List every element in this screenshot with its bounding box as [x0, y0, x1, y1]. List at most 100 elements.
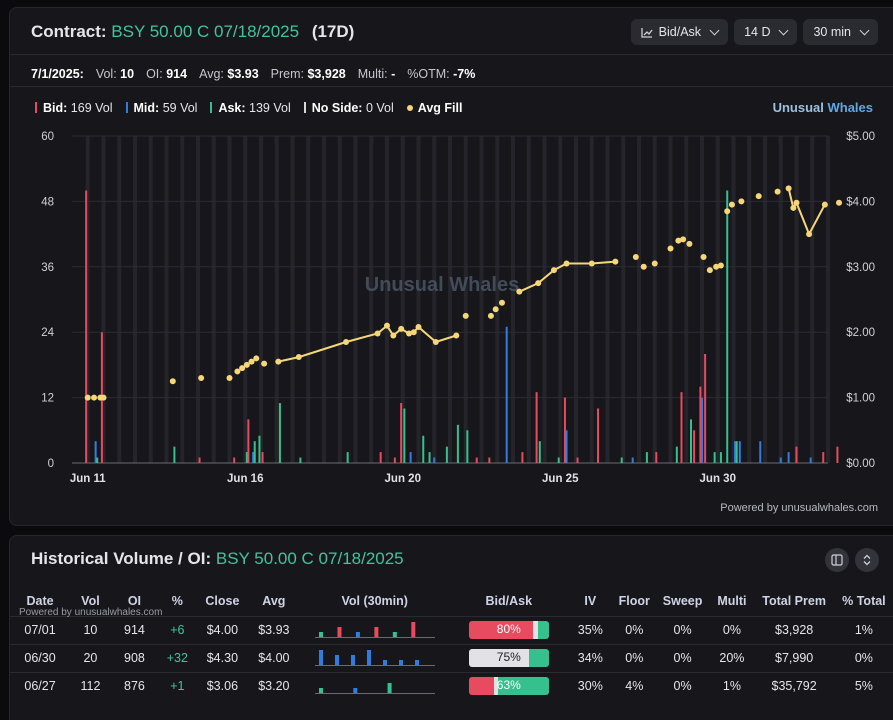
column-header[interactable]: Close [205, 593, 240, 608]
time-gap-band [416, 136, 421, 463]
legend-no-side[interactable]: No Side: 0 Vol [303, 101, 394, 115]
time-gap-band [542, 136, 547, 463]
table-row[interactable]: 06/30 20 908 +32 $4.30 $4.00 75% 34% 0% 0% 20% $7,9… [10, 643, 893, 672]
ask-volume-bar [258, 435, 261, 463]
vol-value: 10 [120, 67, 135, 81]
sparkline-bar [387, 682, 392, 693]
powered-by: Powered by unusualwhales.com [720, 502, 878, 514]
avg-cell: $4.00 [248, 643, 300, 672]
column-header[interactable]: Total Prem [762, 593, 826, 608]
vol-cell: 10 [70, 615, 111, 644]
legend-ask[interactable]: Ask: 139 Vol [210, 101, 291, 115]
column-header[interactable]: Sweep [662, 593, 703, 608]
interval-label: 30 min [813, 25, 851, 39]
avg-fill-point [706, 267, 713, 274]
expand-collapse-icon[interactable] [855, 548, 879, 572]
column-header[interactable]: % Total [842, 593, 886, 608]
avg-fill-point [713, 263, 720, 270]
vol-label: Vol: [95, 67, 117, 81]
total-prem-cell: $7,990 [754, 643, 834, 672]
table-row[interactable]: 07/01 10 914 +6 $4.00 $3.93 80% 35% 0% 0% 0% $3,928… [10, 615, 893, 644]
bid-volume-bar [488, 457, 491, 463]
ask-volume-bar [557, 457, 560, 463]
column-header[interactable]: Bid/Ask [485, 593, 533, 608]
avg-fill-point [198, 374, 205, 381]
bid-ask-bar-cell: 80% [449, 615, 568, 644]
column-header[interactable]: Floor [618, 593, 650, 608]
bid-volume-bar [655, 452, 658, 463]
column-header[interactable]: % [171, 593, 183, 608]
sparkline-bar [411, 621, 416, 637]
time-gap-band [85, 136, 90, 463]
time-gap-band [227, 136, 232, 463]
bid-volume-bar [693, 430, 696, 463]
avg-fill-point [717, 262, 724, 269]
bid-ask-bar: 63% [468, 677, 549, 696]
bid-volume-bar [822, 452, 825, 463]
time-gap-band [810, 136, 815, 463]
legend-mid[interactable]: Mid: 59 Vol [125, 101, 197, 115]
legend-avg-fill[interactable]: Avg Fill [406, 101, 462, 115]
mid-volume-bar [565, 430, 568, 463]
avg-fill-point [384, 322, 390, 329]
bid-volume-bar [85, 190, 88, 463]
interval-dropdown[interactable]: 30 min [803, 19, 878, 45]
chart-type-dropdown[interactable]: Bid/Ask [630, 19, 729, 45]
oi-value: 914 [166, 67, 188, 81]
avg-fill-point [728, 201, 735, 208]
avg-fill-point [100, 394, 107, 401]
sparkline-bar [355, 631, 360, 637]
vol-cell: 112 [70, 671, 111, 700]
time-gap-band [337, 136, 342, 463]
time-gap-band [479, 136, 484, 463]
columns-icon[interactable] [825, 548, 849, 572]
bid-ask-bar-cell: 75% [449, 643, 568, 672]
time-gap-band [826, 136, 830, 463]
total-prem-cell: $3,928 [754, 615, 834, 644]
mid-volume-bar [734, 441, 737, 463]
bid-volume-bar [475, 457, 478, 463]
time-gap-band [684, 136, 689, 463]
time-gap-band [511, 136, 515, 463]
bid-volume-bar [836, 446, 839, 463]
multi-value: - [391, 67, 396, 81]
column-header[interactable]: Vol (30min) [341, 593, 408, 608]
sparkline-chart [314, 621, 435, 638]
avg-fill-point [453, 332, 460, 339]
time-gap-band [148, 136, 153, 463]
time-gap-band [259, 136, 263, 463]
bid-volume-bar [521, 452, 524, 463]
multi-cell: 0% [709, 615, 755, 644]
time-gap-band [322, 136, 326, 463]
avg-fill-point [234, 368, 241, 375]
ask-volume-bar [735, 441, 738, 463]
bid-ask-label: 80% [496, 622, 521, 636]
bid-volume-bar [576, 457, 579, 463]
ask-volume-bar [96, 457, 99, 463]
bid-volume-bar [261, 452, 264, 463]
avg-fill-point [343, 339, 350, 346]
table-row[interactable]: 06/27 112 876 +1 $3.06 $3.20 63% 30% 4% 0% 1% $35,7… [10, 671, 893, 700]
floor-cell: 4% [612, 671, 656, 700]
avg-fill-point [516, 288, 523, 295]
column-header[interactable]: OI [127, 593, 142, 608]
column-header[interactable]: Multi [717, 593, 747, 608]
avg-fill-point [462, 312, 469, 319]
legend-bid[interactable]: Bid: 169 Vol [35, 101, 113, 115]
close-cell: $4.00 [196, 615, 249, 644]
column-header[interactable]: Date [26, 593, 54, 608]
bid-volume-bar [247, 419, 250, 463]
avg-fill-point [588, 260, 595, 267]
range-dropdown[interactable]: 14 D [734, 19, 798, 45]
ask-volume-bar [422, 435, 425, 463]
column-header[interactable]: IV [584, 593, 597, 608]
sparkline-bar [398, 659, 403, 665]
time-gap-band [605, 136, 610, 463]
column-header[interactable]: Vol [81, 593, 100, 608]
avg-fill-point [632, 253, 639, 260]
time-gap-band [574, 136, 578, 463]
avg-fill-line [518, 260, 616, 293]
column-header[interactable]: Avg [262, 593, 286, 608]
avg-fill-point [640, 263, 647, 270]
line-chart-icon [641, 27, 653, 38]
